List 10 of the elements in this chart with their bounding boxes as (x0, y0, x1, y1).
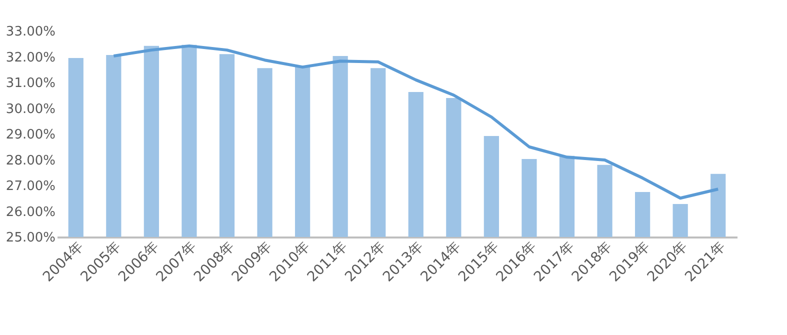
y-tick-label: 29.00% (6, 128, 56, 142)
y-tick-label: 27.00% (6, 179, 56, 194)
line-series (112, 44, 720, 200)
y-tick-label: 30.00% (6, 102, 56, 117)
y-tick-label: 33.00% (6, 24, 56, 40)
y-tick-label: 31.00% (6, 76, 56, 91)
y-tick-label: 26.00% (6, 204, 56, 220)
y-tick-label: 28.00% (6, 153, 56, 168)
y-tick-label: 25.00% (6, 230, 56, 246)
y-tick-label: 32.00% (6, 50, 56, 66)
